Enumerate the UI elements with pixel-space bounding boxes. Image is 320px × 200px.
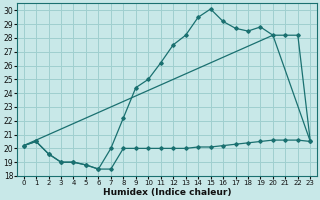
X-axis label: Humidex (Indice chaleur): Humidex (Indice chaleur) <box>103 188 231 197</box>
